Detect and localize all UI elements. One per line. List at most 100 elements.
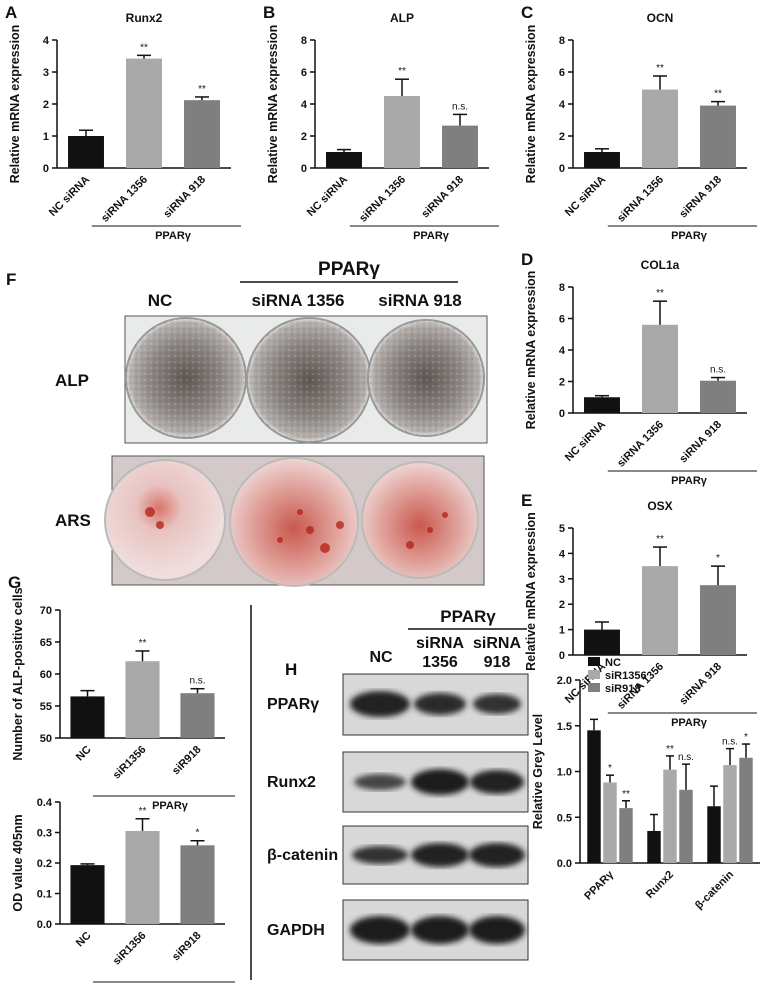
significance-label: **: [140, 42, 148, 53]
error-bar: [711, 100, 725, 106]
error-bar: [666, 755, 674, 770]
panel-letter: F: [6, 270, 16, 289]
x-tick-label: NC: [74, 930, 94, 950]
significance-label: *: [716, 553, 720, 564]
y-tick-label: 4: [559, 345, 566, 357]
error-bar: [622, 800, 630, 809]
significance-label: **: [139, 806, 147, 817]
y-tick-label: 70: [40, 605, 52, 617]
significance-label: *: [196, 828, 200, 839]
bar: [619, 808, 633, 863]
x-tick-label: NC siRNA: [305, 174, 350, 219]
y-tick-label: 1.5: [557, 721, 572, 733]
error-bar: [595, 148, 609, 152]
y-tick-label: 2: [301, 131, 307, 143]
significance-label: **: [656, 288, 664, 299]
bar: [700, 380, 736, 413]
significance-label: **: [656, 63, 664, 74]
ars-plate: [104, 455, 485, 587]
y-tick-label: 1: [559, 625, 565, 637]
y-axis-label: Relative Grey Level: [531, 714, 545, 829]
group-label: PPARγ: [152, 800, 189, 812]
y-tick-label: 3: [559, 574, 565, 586]
y-tick-label: 8: [559, 35, 565, 47]
y-tick-label: 2: [559, 131, 565, 143]
x-tick-label: siRNA 918: [161, 174, 208, 221]
panel-letter: A: [5, 3, 17, 22]
column-label: NC: [369, 649, 393, 666]
chart-title: COL1a: [641, 258, 680, 272]
bar: [603, 782, 617, 863]
x-tick-label: siRNA 918: [677, 661, 724, 708]
bar: [180, 845, 215, 924]
row-label: PPARγ: [267, 696, 319, 713]
bar: [642, 89, 678, 168]
bar: [180, 693, 215, 738]
row-label: Runx2: [267, 774, 316, 791]
y-axis-label: Number of ALP-positive cells: [11, 587, 25, 760]
bar: [642, 566, 678, 655]
group-label: PPARγ: [671, 475, 708, 487]
bar: [739, 757, 753, 863]
column-label: 918: [484, 654, 511, 671]
x-tick-label: siRNA 918: [677, 419, 724, 466]
y-tick-label: 60: [40, 669, 52, 681]
x-tick-label: siR1356: [111, 744, 149, 782]
bar: [125, 661, 160, 738]
row-label: ARS: [55, 511, 91, 530]
bar: [326, 152, 362, 168]
error-bar: [606, 774, 614, 783]
y-tick-label: 0.4: [37, 797, 53, 809]
error-bar: [711, 565, 725, 586]
x-tick-label: β-catenin: [693, 868, 736, 911]
group-label: PPARγ: [318, 259, 380, 280]
bar: [700, 585, 736, 655]
significance-label: *: [744, 732, 748, 743]
y-tick-label: 0: [301, 163, 307, 175]
y-tick-label: 55: [40, 701, 52, 713]
bar: [584, 397, 620, 413]
bar: [125, 830, 160, 924]
x-tick-label: siR1356: [111, 930, 149, 968]
y-tick-label: 3: [43, 67, 49, 79]
y-tick-label: 1.0: [557, 767, 572, 779]
group-label: PPARγ: [440, 607, 496, 626]
panel-letter: C: [521, 3, 533, 22]
error-bar: [195, 96, 209, 101]
bar: [707, 806, 721, 863]
panel-letter: B: [263, 3, 275, 22]
significance-label: n.s.: [189, 676, 205, 687]
error-bar: [653, 75, 667, 90]
legend-label: NC: [605, 657, 621, 669]
alp-plate: [124, 315, 488, 444]
y-tick-label: 4: [43, 35, 50, 47]
x-tick-label: Runx2: [644, 869, 676, 901]
x-tick-label: PPARγ: [582, 868, 616, 902]
y-axis-label: Relative mRNA expression: [524, 271, 538, 430]
error-bar: [190, 839, 205, 846]
error-bar: [595, 394, 609, 398]
panel-letter: G: [8, 573, 21, 592]
bar: [184, 100, 220, 168]
chart-title: OCN: [647, 11, 674, 25]
error-bar: [595, 621, 609, 630]
bar: [700, 105, 736, 168]
y-tick-label: 4: [559, 99, 566, 111]
y-tick-label: 0: [559, 163, 565, 175]
y-tick-label: 0.1: [37, 889, 52, 901]
significance-label: n.s.: [678, 752, 694, 763]
bar: [663, 769, 677, 863]
chart-title: Runx2: [126, 11, 163, 25]
y-tick-label: 6: [559, 314, 565, 326]
error-bar: [190, 687, 205, 694]
error-bar: [395, 78, 409, 96]
bar: [384, 96, 420, 168]
y-tick-label: 4: [559, 548, 566, 560]
error-bar: [590, 718, 598, 731]
panel-letter: E: [521, 491, 532, 510]
row-label: β-catenin: [267, 847, 338, 864]
error-bar: [726, 747, 734, 766]
y-tick-label: 4: [301, 99, 308, 111]
